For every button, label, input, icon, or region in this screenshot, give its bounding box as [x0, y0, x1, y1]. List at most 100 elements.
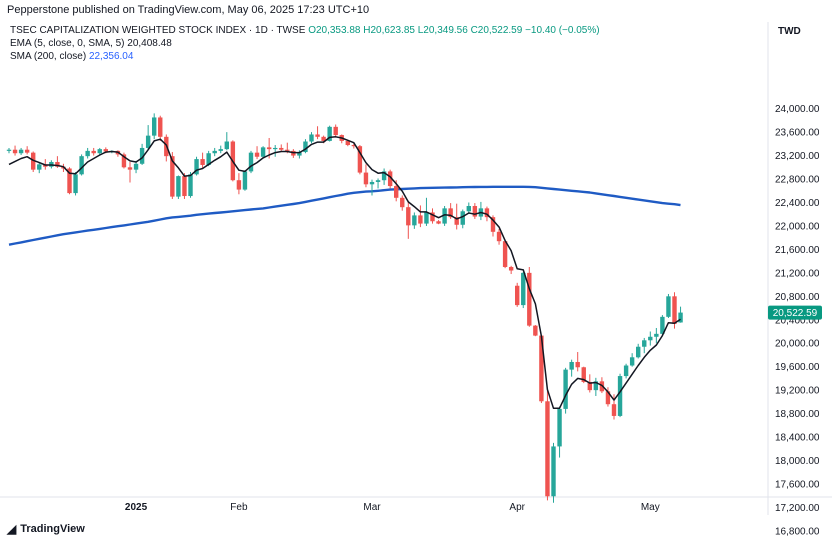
candle-body: [521, 272, 526, 306]
last-price-label: 20,522.59: [773, 308, 818, 319]
candle-body: [218, 149, 223, 151]
brand-name: TradingView: [20, 523, 85, 535]
candle-body: [502, 241, 508, 267]
ohlc-change: −10.40 (−0.05%): [525, 25, 600, 36]
candle-body: [496, 231, 502, 242]
candle-body: [260, 147, 266, 157]
ohlc-open: O20,353.88: [308, 25, 361, 36]
y-tick-label: 19,200.00: [775, 386, 820, 397]
candle-body: [37, 164, 42, 170]
candle-body: [327, 126, 332, 141]
candle-body: [285, 149, 290, 151]
ohlc-high: H20,623.85: [363, 25, 415, 36]
candle-body: [466, 206, 471, 212]
y-tick-label: 18,800.00: [775, 409, 820, 420]
candle-body: [357, 146, 363, 173]
candle-body: [551, 446, 556, 497]
candle-body: [127, 167, 133, 170]
candle-body: [248, 152, 254, 172]
legend-symbol-row: TSEC CAPITALIZATION WEIGHTED STOCK INDEX…: [10, 24, 600, 37]
tradingview-brand: ◢ TradingView: [7, 522, 85, 536]
candle-body: [321, 136, 326, 141]
candle-body: [91, 150, 96, 154]
candle-body: [545, 401, 550, 497]
candle-body: [273, 147, 278, 150]
candle-body: [587, 381, 592, 391]
candle-body: [85, 150, 90, 157]
candle-body: [212, 150, 217, 154]
candle-body: [309, 134, 314, 142]
y-tick-label: 19,600.00: [775, 362, 820, 373]
candle-body: [315, 134, 320, 137]
publisher-line: Pepperstone published on TradingView.com…: [7, 4, 370, 16]
candle-body: [152, 117, 157, 136]
candle-body: [145, 135, 151, 148]
candle-body: [206, 153, 211, 165]
candle-body: [424, 212, 429, 224]
candle-body: [442, 208, 447, 224]
candle-body: [563, 369, 568, 409]
candle-body: [623, 365, 629, 377]
candle-body: [182, 176, 187, 197]
ema-label: EMA (5, close, 0, SMA, 5): [10, 38, 125, 49]
candle-body: [527, 272, 532, 326]
candle-body: [575, 361, 580, 368]
candle-body: [266, 147, 272, 150]
candle-body: [121, 154, 127, 168]
candle-body: [490, 217, 496, 232]
candle-body: [176, 176, 181, 197]
candle-body: [236, 180, 242, 190]
y-tick-label: 21,200.00: [775, 268, 820, 279]
tradingview-logo-icon: ◢: [7, 522, 17, 536]
y-tick-label: 22,800.00: [775, 175, 820, 186]
candle-body: [418, 215, 423, 224]
candle-body: [24, 149, 30, 153]
candle-body: [508, 266, 514, 271]
candle-body: [430, 212, 435, 222]
candle-body: [369, 181, 375, 185]
candle-body: [242, 171, 248, 190]
candle-body: [660, 316, 665, 334]
y-tick-label: 18,000.00: [775, 456, 820, 467]
candle-body: [436, 221, 441, 224]
x-tick-label: Feb: [230, 502, 248, 513]
candle-body: [581, 367, 586, 382]
symbol-title: TSEC CAPITALIZATION WEIGHTED STOCK INDEX…: [10, 25, 306, 36]
legend-sma-row: SMA (200, close) 22,356.04: [10, 50, 600, 63]
x-tick-label: Mar: [363, 502, 381, 513]
candle-body: [636, 346, 641, 358]
candle-body: [539, 335, 544, 402]
ema-5-line: [8, 136, 681, 410]
candle-body: [254, 152, 260, 157]
ema-value: 20,408.48: [127, 38, 172, 49]
candle-body: [678, 312, 683, 323]
candle-body: [67, 168, 72, 194]
candle-body: [351, 145, 357, 147]
candle-body: [448, 208, 453, 218]
y-tick-label: 16,800.00: [775, 526, 820, 537]
candle-body: [460, 211, 465, 225]
y-tick-label: 23,600.00: [775, 128, 820, 139]
candle-body: [188, 174, 193, 197]
candle-body: [557, 408, 562, 447]
candle-body: [170, 156, 175, 197]
candle-body: [79, 156, 84, 175]
y-tick-label: 18,400.00: [775, 433, 820, 444]
candle-body: [200, 159, 205, 165]
sma-label: SMA (200, close): [10, 51, 87, 62]
candle-body: [672, 296, 677, 324]
sma-value: 22,356.04: [88, 51, 134, 62]
currency-label: TWD: [778, 26, 801, 37]
legend-ema-row: EMA (5, close, 0, SMA, 5) 20,408.48: [10, 37, 600, 50]
y-tick-label: 24,000.00: [775, 104, 820, 115]
candle-body: [569, 361, 574, 370]
x-tick-label: Apr: [509, 502, 525, 513]
candle-body: [12, 149, 18, 154]
y-tick-label: 17,600.00: [775, 479, 820, 490]
candle-body: [400, 197, 405, 208]
y-tick-label: 20,400.00: [775, 315, 820, 326]
candle-body: [642, 340, 647, 347]
y-tick-label: 21,600.00: [775, 245, 820, 256]
sma-200-line: [8, 185, 681, 246]
